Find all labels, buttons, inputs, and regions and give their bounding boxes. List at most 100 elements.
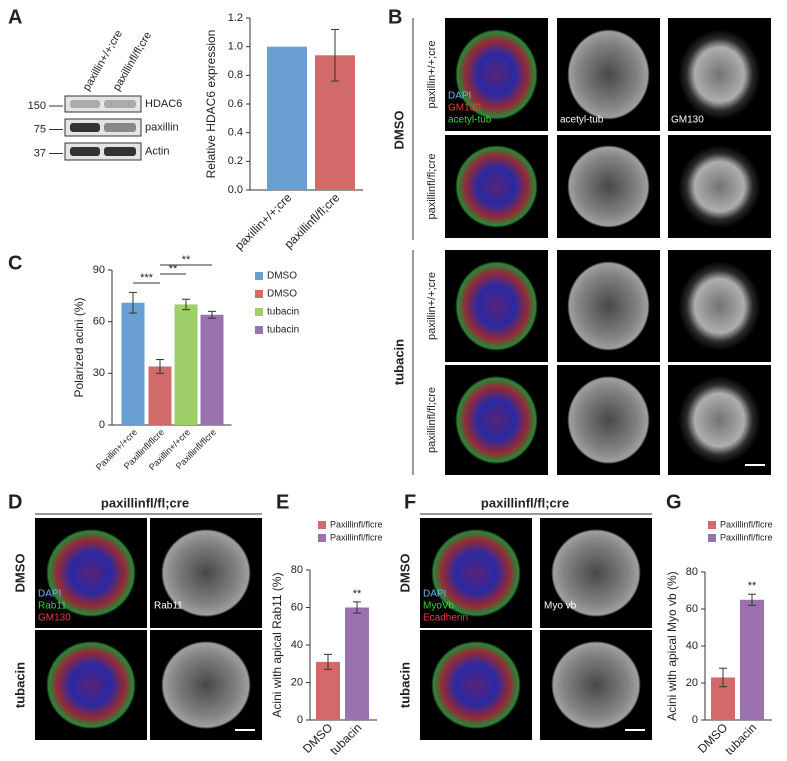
panel-label: G bbox=[666, 491, 682, 513]
legend-label: Paxillinfl/flcre bbox=[330, 519, 383, 529]
micrograph-cell bbox=[455, 376, 538, 464]
micrograph-cell bbox=[46, 529, 136, 617]
genotype-label: paxillinfl/fl;cre bbox=[426, 387, 438, 453]
y-tick-label: 20 bbox=[686, 677, 698, 689]
micrograph-cell bbox=[567, 145, 650, 228]
panel-label: A bbox=[8, 6, 22, 28]
y-tick-label: 1.0 bbox=[228, 41, 243, 53]
y-tick-label: 20 bbox=[291, 676, 303, 688]
legend-swatch bbox=[255, 272, 263, 280]
marker-label: 37 bbox=[34, 147, 46, 159]
panel-title: paxillinfl/fl;cre bbox=[101, 495, 189, 510]
micrograph-cell bbox=[567, 261, 650, 351]
y-tick-label: 0.6 bbox=[228, 98, 243, 110]
treatment-label: DMSO bbox=[391, 111, 406, 150]
sig-label: ** bbox=[169, 263, 178, 275]
y-tick-label: 0 bbox=[99, 419, 105, 431]
panel-label: F bbox=[404, 491, 416, 513]
y-tick-label: 0 bbox=[297, 714, 303, 726]
micrograph-cell bbox=[678, 376, 761, 464]
stain-label: MyoVb bbox=[423, 601, 455, 612]
micrograph-cell bbox=[161, 529, 251, 617]
legend-swatch bbox=[255, 308, 263, 316]
legend-swatch bbox=[708, 521, 716, 529]
y-tick-label: 80 bbox=[291, 564, 303, 576]
micrograph-cell bbox=[431, 529, 521, 617]
genotype-label: paxillin+/+;cre bbox=[426, 41, 438, 109]
treatment-label: tubacin bbox=[391, 339, 406, 385]
micrograph-cell bbox=[678, 145, 761, 228]
treatment-label: tubacin bbox=[12, 662, 27, 708]
micrograph-cell bbox=[551, 529, 641, 617]
legend-label: tubacin bbox=[267, 307, 299, 318]
legend-label: Paxillinfl/flcre bbox=[720, 532, 773, 542]
y-tick-label: 0 bbox=[692, 714, 698, 726]
y-axis-label: Acini with apical Rab11 (%) bbox=[270, 572, 284, 717]
band bbox=[70, 147, 100, 156]
band bbox=[104, 100, 136, 108]
panel-label: C bbox=[8, 252, 22, 274]
micrograph-cell bbox=[455, 145, 538, 228]
micrograph-cell bbox=[567, 29, 650, 120]
stain-label: GM130 bbox=[448, 103, 481, 114]
micrograph-cell bbox=[567, 376, 650, 464]
legend-label: Paxillinfl/flcre bbox=[720, 519, 773, 529]
x-tick-label: tubacin bbox=[722, 720, 759, 757]
channel-label: acetyl-tub bbox=[560, 115, 604, 126]
y-tick-label: 40 bbox=[291, 639, 303, 651]
bar bbox=[121, 302, 145, 425]
channel-label: GM130 bbox=[671, 115, 704, 126]
sig-label: ** bbox=[748, 580, 757, 592]
bar bbox=[316, 661, 340, 720]
stain-label: acetyl-tub bbox=[448, 115, 492, 126]
genotype-label: paxillin+/+;cre bbox=[426, 272, 438, 340]
sig-label: ** bbox=[353, 588, 362, 600]
y-axis-label: Relative HDAC6 expression bbox=[204, 30, 218, 179]
legend-label: Paxillinfl/flcre bbox=[330, 532, 383, 542]
bar bbox=[200, 314, 224, 425]
marker-label: 75 bbox=[34, 123, 46, 135]
protein-label: HDAC6 bbox=[145, 98, 182, 110]
band bbox=[104, 123, 136, 132]
y-tick-label: 40 bbox=[686, 640, 698, 652]
bar bbox=[740, 599, 764, 720]
sig-label: ** bbox=[182, 254, 191, 266]
legend-swatch bbox=[255, 290, 263, 298]
band bbox=[70, 123, 100, 132]
band bbox=[70, 100, 100, 108]
bar bbox=[267, 46, 307, 190]
y-axis-label: Acini with apical Myo vb (%) bbox=[665, 571, 679, 720]
stain-label: DAPI bbox=[38, 589, 61, 600]
y-tick-label: 30 bbox=[93, 367, 105, 379]
treatment-label: DMSO bbox=[397, 554, 412, 593]
legend-swatch bbox=[255, 326, 263, 334]
y-tick-label: 60 bbox=[686, 603, 698, 615]
bar bbox=[148, 366, 172, 425]
micrograph-cell bbox=[455, 261, 538, 351]
treatment-label: DMSO bbox=[12, 554, 27, 593]
y-tick-label: 0.8 bbox=[228, 69, 243, 81]
legend-swatch bbox=[318, 534, 326, 542]
panel-title: paxillinfl/fl;cre bbox=[481, 495, 569, 510]
panel-label: E bbox=[276, 491, 289, 513]
treatment-label: tubacin bbox=[397, 662, 412, 708]
micrograph-cell bbox=[46, 641, 136, 729]
stain-label: Rab11 bbox=[38, 601, 67, 612]
bar bbox=[345, 607, 369, 720]
y-tick-label: 60 bbox=[291, 601, 303, 613]
genotype-label: paxillinfl/fl;cre bbox=[426, 153, 438, 219]
micrograph-cell bbox=[161, 641, 251, 729]
panel-label: D bbox=[8, 491, 22, 513]
panel-label: B bbox=[388, 6, 402, 28]
marker-label: 150 bbox=[28, 100, 46, 112]
y-tick-label: 0.4 bbox=[228, 127, 243, 139]
y-tick-label: 0.2 bbox=[228, 155, 243, 167]
protein-label: paxillin bbox=[145, 121, 179, 133]
bar bbox=[174, 304, 198, 425]
y-tick-label: 1.2 bbox=[228, 12, 243, 24]
x-tick-label: tubacin bbox=[327, 720, 364, 757]
legend-label: tubacin bbox=[267, 325, 299, 336]
stain-label: GM130 bbox=[38, 613, 71, 624]
stain-label: DAPI bbox=[423, 589, 446, 600]
